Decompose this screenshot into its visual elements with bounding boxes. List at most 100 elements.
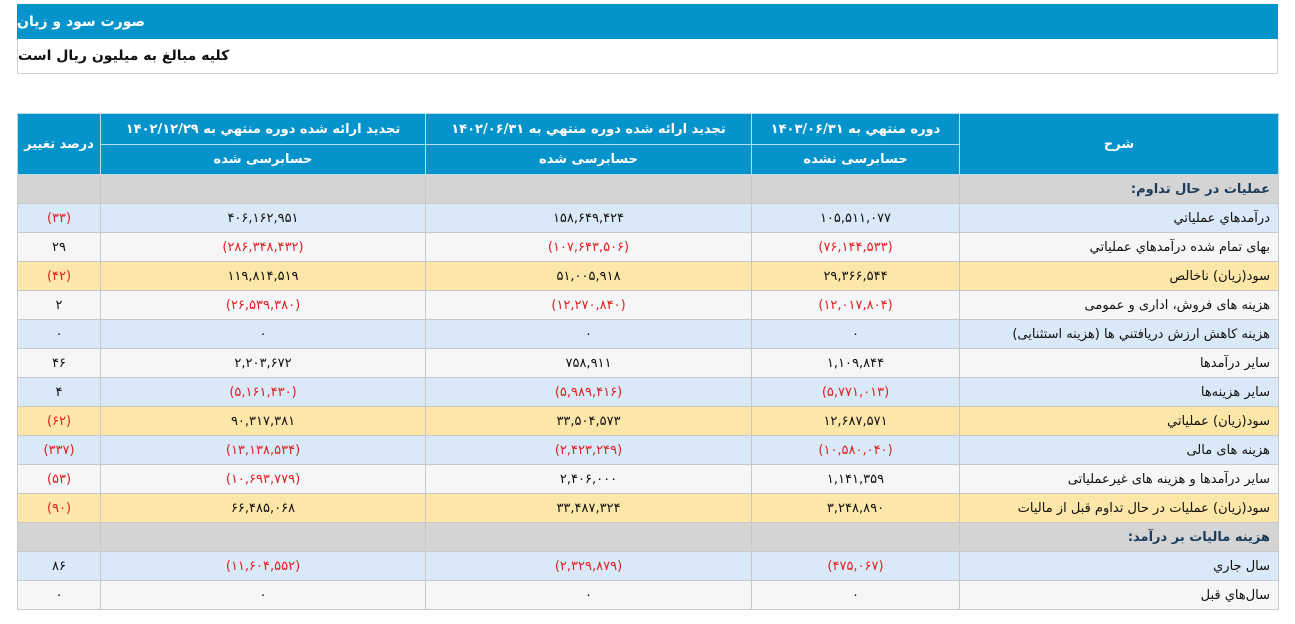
col1-value-cell: ۳,۲۴۸,۸۹۰	[751, 493, 960, 523]
col2-value-cell: ۵۱,۰۰۵,۹۱۸	[425, 261, 752, 291]
col3-value-cell: (۵,۱۶۱,۴۳۰)	[100, 377, 426, 407]
col1-value-cell: (۱۲,۰۱۷,۸۰۴)	[751, 290, 960, 320]
description-cell: سود(زيان) عملياتي	[959, 406, 1279, 436]
col2-value-cell: ۰	[425, 580, 752, 610]
col2-value-cell: ۳۳,۵۰۴,۵۷۳	[425, 406, 752, 436]
change-cell: ۲	[17, 290, 101, 320]
table-row: (۳۳) ۴۰۶,۱۶۲,۹۵۱ ۱۵۸,۶۴۹,۴۲۴ ۱۰۵,۵۱۱,۰۷۷ درآ…	[17, 203, 1279, 233]
table-row: ۰ ۰ ۰ ۰ سال‌هاي قبل	[17, 580, 1279, 610]
col2-value-cell	[425, 522, 752, 552]
change-cell: (۶۲)	[17, 406, 101, 436]
col3-value-cell: ۰	[100, 319, 426, 349]
col1-value-cell: (۷۶,۱۴۴,۵۳۳)	[751, 232, 960, 262]
description-cell: هزينه ماليات بر درآمد:	[959, 522, 1279, 552]
change-cell: ۰	[17, 580, 101, 610]
change-cell: (۳۳)	[17, 203, 101, 233]
table-row: ۰ ۰ ۰ ۰ هزینه کاهش ارزش دریافتني ها (هزینه ا…	[17, 319, 1279, 349]
col3-value-cell	[100, 522, 426, 552]
table-row: ۸۶ (۱۱,۶۰۴,۵۵۲) (۲,۳۲۹,۸۷۹) (۴۷۵,۰۶۷) سال جا…	[17, 551, 1279, 581]
col1-value-cell: ۱۲,۶۸۷,۵۷۱	[751, 406, 960, 436]
header-change: درصد تغییر	[17, 113, 101, 175]
col2-value-cell	[425, 174, 752, 204]
units-note: کلیه مبالغ به میلیون ریال است	[17, 39, 1278, 74]
col1-value-cell: (۵,۷۷۱,۰۱۳)	[751, 377, 960, 407]
col3-value-cell: ۰	[100, 580, 426, 610]
col3-value-cell	[100, 174, 426, 204]
description-cell: ساير درآمدها و هزينه هاى غيرعملياتى	[959, 464, 1279, 494]
table-row: ۴۶ ۲,۲۰۳,۶۷۲ ۷۵۸,۹۱۱ ۱,۱۰۹,۸۴۴ ساير درآمدها	[17, 348, 1279, 378]
table-row: (۶۲) ۹۰,۳۱۷,۳۸۱ ۳۳,۵۰۴,۵۷۳ ۱۲,۶۸۷,۵۷۱ سود(زي…	[17, 406, 1279, 436]
table-row: (۳۳۷) (۱۳,۱۳۸,۵۳۴) (۲,۴۲۳,۲۴۹) (۱۰,۵۸۰,۰۴۰)…	[17, 435, 1279, 465]
col1-value-cell: (۱۰,۵۸۰,۰۴۰)	[751, 435, 960, 465]
col3-value-cell: ۴۰۶,۱۶۲,۹۵۱	[100, 203, 426, 233]
change-cell: ۰	[17, 319, 101, 349]
col2-value-cell: (۱۰۷,۶۴۳,۵۰۶)	[425, 232, 752, 262]
col3-value-cell: (۱۳,۱۳۸,۵۳۴)	[100, 435, 426, 465]
page-title: صورت سود و زیان	[17, 4, 1278, 39]
col1-value-cell: ۱۰۵,۵۱۱,۰۷۷	[751, 203, 960, 233]
col2-value-cell: ۰	[425, 319, 752, 349]
col1-value-cell: ۱,۱۰۹,۸۴۴	[751, 348, 960, 378]
col2-value-cell: (۲,۴۲۳,۲۴۹)	[425, 435, 752, 465]
description-cell: هزينه هاى مالى	[959, 435, 1279, 465]
income-statement-table: درصد تغییر تجدید ارائه شده دوره منتهي به…	[17, 113, 1279, 610]
col2-value-cell: ۳۳,۴۸۷,۳۲۴	[425, 493, 752, 523]
description-cell: هزینه کاهش ارزش دریافتني ها (هزینه استثن…	[959, 319, 1279, 349]
table-row: (۴۲) ۱۱۹,۸۱۴,۵۱۹ ۵۱,۰۰۵,۹۱۸ ۲۹,۳۶۶,۵۴۴ سود(ز…	[17, 261, 1279, 291]
header-col2-period: تجدید ارائه شده دوره منتهي به ۱۴۰۲/۰۶/۳۱	[425, 113, 752, 145]
description-cell: درآمدهاي عملياتي	[959, 203, 1279, 233]
header-col2-audit: حسابرسی شده	[425, 144, 752, 175]
change-cell	[17, 174, 101, 204]
section-row: عملیات در حال تداوم:	[17, 174, 1279, 204]
col1-value-cell: ۲۹,۳۶۶,۵۴۴	[751, 261, 960, 291]
col1-value-cell: ۰	[751, 580, 960, 610]
col1-value-cell: ۱,۱۴۱,۳۵۹	[751, 464, 960, 494]
description-cell: ساير درآمدها	[959, 348, 1279, 378]
table-row: (۵۳) (۱۰,۶۹۳,۷۷۹) ۲,۴۰۶,۰۰۰ ۱,۱۴۱,۳۵۹ ساير د…	[17, 464, 1279, 494]
header-col3-period: تجدید ارائه شده دوره منتهي به ۱۴۰۲/۱۲/۲۹	[100, 113, 426, 145]
col2-value-cell: ۲,۴۰۶,۰۰۰	[425, 464, 752, 494]
col3-value-cell: ۱۱۹,۸۱۴,۵۱۹	[100, 261, 426, 291]
col2-value-cell: ۷۵۸,۹۱۱	[425, 348, 752, 378]
description-cell: بهاى تمام شده درآمدهاي عملياتي	[959, 232, 1279, 262]
header-col3-audit: حسابرسی شده	[100, 144, 426, 175]
description-cell: سایر هزینه‌ها	[959, 377, 1279, 407]
col3-value-cell: ۹۰,۳۱۷,۳۸۱	[100, 406, 426, 436]
table-row: ۴ (۵,۱۶۱,۴۳۰) (۵,۹۸۹,۴۱۶) (۵,۷۷۱,۰۱۳) سایر ه…	[17, 377, 1279, 407]
table-row: ۲ (۲۶,۵۳۹,۳۸۰) (۱۲,۲۷۰,۸۴۰) (۱۲,۰۱۷,۸۰۴) هزی…	[17, 290, 1279, 320]
header-col1-audit: حسابرسی نشده	[751, 144, 960, 175]
report-header: صورت سود و زیان کلیه مبالغ به میلیون ریا…	[17, 4, 1278, 74]
header-description: شرح	[959, 113, 1279, 175]
description-cell: هزینه های فروش، اداری و عمومی	[959, 290, 1279, 320]
table-row: ۲۹ (۲۸۶,۳۴۸,۴۳۲) (۱۰۷,۶۴۳,۵۰۶) (۷۶,۱۴۴,۵۳۳)…	[17, 232, 1279, 262]
change-cell: ۲۹	[17, 232, 101, 262]
page-title-text: صورت سود و زیان	[17, 13, 146, 30]
header-col1-period: دوره منتهي به ۱۴۰۳/۰۶/۳۱	[751, 113, 960, 145]
description-cell: سود(زيان) ناخالص	[959, 261, 1279, 291]
col2-value-cell: (۵,۹۸۹,۴۱۶)	[425, 377, 752, 407]
col3-value-cell: ۶۶,۴۸۵,۰۶۸	[100, 493, 426, 523]
change-cell: (۹۰)	[17, 493, 101, 523]
col1-value-cell: (۴۷۵,۰۶۷)	[751, 551, 960, 581]
section-row: هزينه ماليات بر درآمد:	[17, 522, 1279, 552]
col2-value-cell: (۱۲,۲۷۰,۸۴۰)	[425, 290, 752, 320]
change-cell: ۴۶	[17, 348, 101, 378]
change-cell: (۳۳۷)	[17, 435, 101, 465]
description-cell: عملیات در حال تداوم:	[959, 174, 1279, 204]
col1-value-cell	[751, 522, 960, 552]
description-cell: سال جاري	[959, 551, 1279, 581]
table-row: (۹۰) ۶۶,۴۸۵,۰۶۸ ۳۳,۴۸۷,۳۲۴ ۳,۲۴۸,۸۹۰ سود(زيا…	[17, 493, 1279, 523]
description-cell: سال‌هاي قبل	[959, 580, 1279, 610]
units-note-text: کلیه مبالغ به میلیون ریال است	[18, 48, 230, 64]
description-cell: سود(زيان) عمليات در حال تداوم قبل از مال…	[959, 493, 1279, 523]
col2-value-cell: ۱۵۸,۶۴۹,۴۲۴	[425, 203, 752, 233]
col1-value-cell: ۰	[751, 319, 960, 349]
col1-value-cell	[751, 174, 960, 204]
col2-value-cell: (۲,۳۲۹,۸۷۹)	[425, 551, 752, 581]
change-cell: (۵۳)	[17, 464, 101, 494]
col3-value-cell: (۱۱,۶۰۴,۵۵۲)	[100, 551, 426, 581]
change-cell: (۴۲)	[17, 261, 101, 291]
change-cell	[17, 522, 101, 552]
col3-value-cell: ۲,۲۰۳,۶۷۲	[100, 348, 426, 378]
col3-value-cell: (۲۸۶,۳۴۸,۴۳۲)	[100, 232, 426, 262]
